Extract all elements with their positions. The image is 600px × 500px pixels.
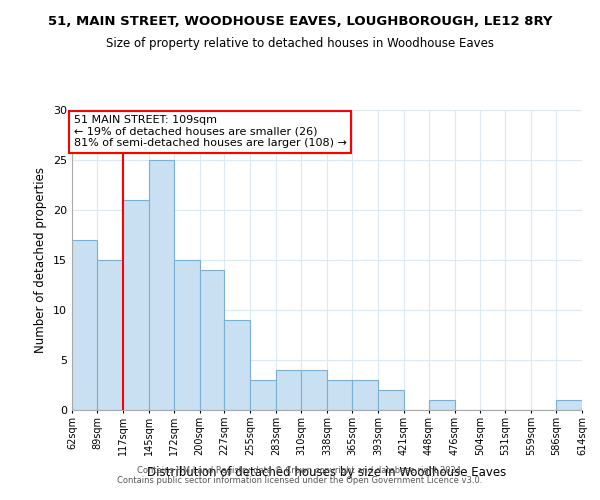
Bar [276, 370, 301, 410]
Bar [72, 240, 97, 410]
Text: 51, MAIN STREET, WOODHOUSE EAVES, LOUGHBOROUGH, LE12 8RY: 51, MAIN STREET, WOODHOUSE EAVES, LOUGHB… [48, 15, 552, 28]
Bar [428, 400, 455, 410]
Bar [97, 260, 123, 410]
Bar [250, 380, 276, 410]
Bar [352, 380, 378, 410]
Bar [301, 370, 327, 410]
X-axis label: Distribution of detached houses by size in Woodhouse Eaves: Distribution of detached houses by size … [148, 466, 506, 479]
Bar [327, 380, 352, 410]
Bar [556, 400, 582, 410]
Bar [224, 320, 250, 410]
Text: Contains HM Land Registry data © Crown copyright and database right 2024.
Contai: Contains HM Land Registry data © Crown c… [118, 466, 482, 485]
Bar [378, 390, 404, 410]
Text: Size of property relative to detached houses in Woodhouse Eaves: Size of property relative to detached ho… [106, 38, 494, 51]
Y-axis label: Number of detached properties: Number of detached properties [34, 167, 47, 353]
Bar [173, 260, 199, 410]
Bar [123, 200, 149, 410]
Bar [149, 160, 173, 410]
Bar [199, 270, 224, 410]
Text: 51 MAIN STREET: 109sqm
← 19% of detached houses are smaller (26)
81% of semi-det: 51 MAIN STREET: 109sqm ← 19% of detached… [74, 115, 347, 148]
